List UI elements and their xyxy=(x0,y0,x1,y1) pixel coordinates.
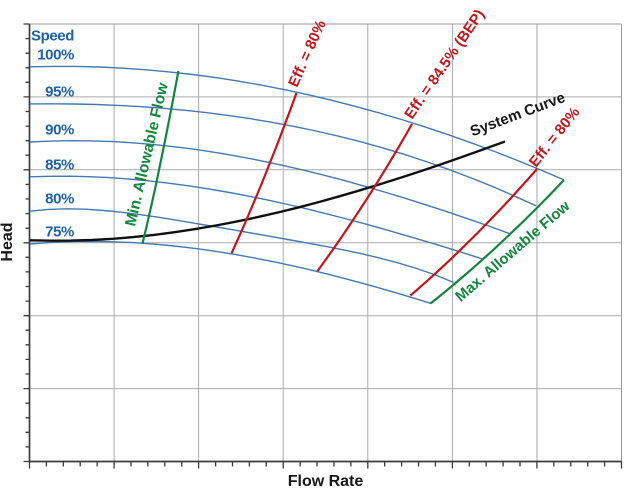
svg-text:90%: 90% xyxy=(45,122,74,139)
svg-text:Head: Head xyxy=(0,222,16,261)
svg-text:80%: 80% xyxy=(45,191,74,208)
svg-text:Speed: Speed xyxy=(31,28,74,45)
svg-text:85%: 85% xyxy=(45,157,74,174)
svg-text:100%: 100% xyxy=(37,47,74,64)
svg-text:95%: 95% xyxy=(45,84,74,101)
svg-text:Flow Rate: Flow Rate xyxy=(288,473,364,490)
svg-text:75%: 75% xyxy=(45,224,74,241)
